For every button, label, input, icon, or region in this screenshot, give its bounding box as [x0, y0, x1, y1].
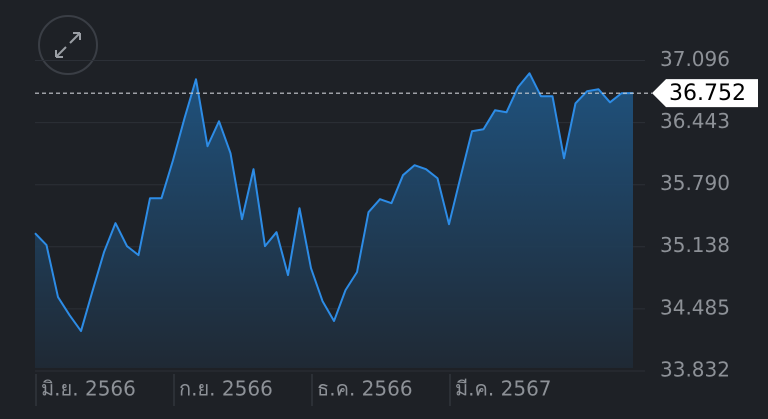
x-tick-label: ธ.ค. 2566 [317, 377, 413, 401]
y-tick-label: 35.790 [660, 171, 730, 195]
x-tick-label: มี.ค. 2567 [455, 377, 552, 401]
expand-button[interactable] [38, 15, 98, 75]
x-tick-label: มิ.ย. 2566 [41, 377, 136, 401]
y-tick-label: 36.443 [660, 109, 730, 133]
last-value-box [652, 79, 758, 108]
expand-icon[interactable] [55, 32, 81, 58]
y-tick-label: 33.832 [660, 358, 730, 382]
expand-circle[interactable] [38, 15, 98, 75]
x-tick-label: ก.ย. 2566 [179, 377, 273, 401]
last-value-label: 36.752 [669, 81, 746, 106]
price-line [34, 72, 634, 333]
y-tick-label: 34.485 [660, 295, 730, 319]
y-tick-label: 35.138 [660, 233, 730, 257]
y-tick-label: 37.096 [660, 47, 730, 71]
area-fill [35, 73, 633, 368]
